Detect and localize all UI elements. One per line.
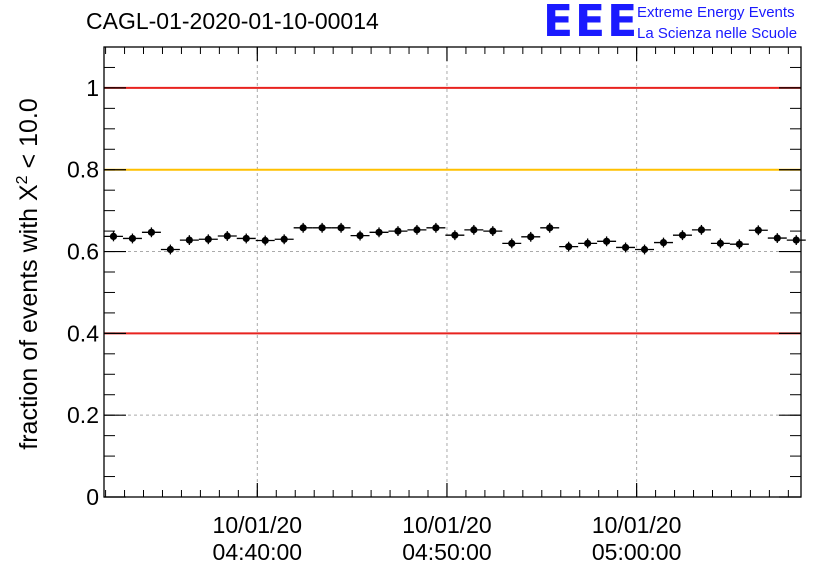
y-tick-label: 0	[86, 484, 99, 510]
eee-logo: EEE	[543, 0, 640, 47]
data-point	[109, 232, 118, 241]
data-point	[697, 226, 706, 234]
y-tick-labels: 0 0.2 0.4 0.6 0.8 1	[67, 75, 99, 510]
data-point	[356, 231, 364, 240]
data-point	[754, 226, 762, 234]
data-points	[104, 222, 806, 255]
data-point	[337, 224, 345, 232]
x-tick-label-date: 10/01/20	[213, 512, 303, 538]
data-point	[432, 224, 440, 232]
data-point	[375, 228, 383, 236]
data-point	[451, 231, 459, 239]
plot-frame	[103, 46, 802, 498]
data-point	[659, 238, 668, 247]
y-tick-label: 0.8	[67, 157, 99, 183]
axis-ticks	[104, 46, 801, 498]
x-tick-label-date: 10/01/20	[592, 512, 682, 538]
x-tick-labels: 10/01/2004:40:0010/01/2004:50:0010/01/20…	[213, 512, 682, 565]
data-point	[166, 245, 174, 254]
data-point	[394, 227, 402, 235]
y-tick-label: 0.6	[67, 239, 99, 265]
grid-lines	[104, 47, 801, 497]
data-point	[584, 239, 592, 247]
data-point	[318, 224, 326, 232]
data-point	[508, 239, 516, 247]
y-axis-label: fraction of events with X2 < 10.0	[14, 98, 43, 449]
data-point	[223, 232, 231, 240]
data-point	[565, 243, 573, 251]
data-point	[678, 231, 687, 239]
data-point	[602, 237, 611, 245]
data-point	[489, 227, 497, 235]
data-point	[773, 234, 781, 242]
data-point	[527, 233, 535, 241]
x-tick-label-time: 05:00:00	[592, 539, 682, 565]
data-point	[621, 243, 630, 252]
data-point	[735, 240, 743, 248]
data-point	[792, 236, 800, 244]
y-tick-label: 1	[86, 75, 99, 101]
data-point	[261, 236, 269, 245]
x-tick-label-time: 04:40:00	[213, 539, 303, 565]
data-point	[128, 234, 137, 243]
data-point	[470, 226, 478, 234]
reference-lines	[104, 86, 801, 335]
data-point	[147, 228, 156, 236]
data-point	[242, 234, 250, 243]
data-point	[716, 239, 724, 247]
data-point	[185, 236, 193, 244]
data-point	[280, 235, 288, 243]
x-tick-label-time: 04:50:00	[402, 539, 492, 565]
data-point	[640, 245, 649, 254]
chart-title: CAGL-01-2020-01-10-00014	[86, 8, 379, 34]
data-point	[546, 224, 554, 232]
x-tick-label-date: 10/01/20	[402, 512, 492, 538]
y-tick-label: 0.2	[67, 402, 99, 428]
data-point	[204, 235, 212, 243]
logo-line-1: Extreme Energy Events	[637, 4, 795, 21]
data-point	[299, 224, 307, 232]
logo-line-2: La Scienza nelle Scuole	[637, 25, 798, 42]
data-point	[413, 226, 421, 234]
y-tick-label: 0.4	[67, 320, 99, 346]
